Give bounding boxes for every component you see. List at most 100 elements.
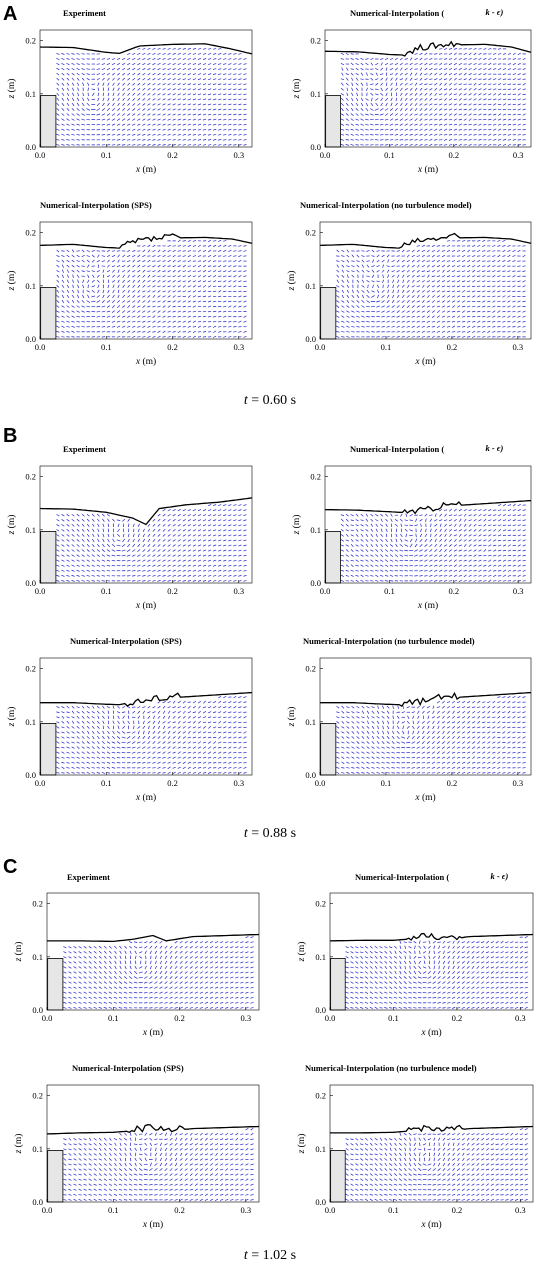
velocity-vector [443,58,448,60]
velocity-vector [425,528,427,533]
velocity-vector [218,316,222,318]
velocity-vector [466,295,471,298]
velocity-vector [182,756,186,759]
velocity-vector [243,514,247,517]
velocity-vector [223,524,227,527]
velocity-vector [56,736,60,739]
velocity-vector [385,523,388,527]
velocity-vector [96,756,101,759]
velocity-vector [172,580,176,582]
velocity-vector [187,250,191,252]
velocity-vector [56,529,60,532]
velocity-vector [458,544,462,547]
velocity-vector [389,58,394,60]
velocity-vector [370,580,374,582]
velocity-vector [177,736,181,739]
velocity-vector [147,280,151,283]
velocity-vector [366,710,370,714]
velocity-vector [143,730,145,735]
velocity-vector [177,250,181,252]
velocity-vector [473,78,477,81]
velocity-vector [152,730,156,734]
velocity-vector [106,68,111,71]
velocity-vector [228,128,232,131]
velocity-vector [197,93,202,96]
velocity-vector [101,326,106,328]
velocity-vector [497,509,502,511]
velocity-vector [172,249,176,253]
velocity-vector [122,725,126,729]
velocity-vector [86,113,91,116]
velocity-vector [167,144,171,146]
velocity-vector [81,756,85,759]
velocity-vector [346,259,350,263]
velocity-vector [431,315,435,318]
velocity-vector [390,102,393,107]
velocity-vector [451,290,456,293]
velocity-vector [365,523,369,527]
velocity-vector [112,274,115,278]
velocity-vector [207,761,212,764]
velocity-vector [384,564,389,567]
velocity-vector [182,529,186,532]
velocity-vector [61,87,65,91]
velocity-vector [419,559,423,562]
velocity-vector [121,139,126,141]
velocity-vector [512,315,516,318]
velocity-vector [507,504,512,506]
velocity-vector [380,518,383,522]
velocity-vector [522,265,526,267]
velocity-vector [86,544,90,547]
velocity-vector [453,508,457,512]
velocity-vector [336,305,340,308]
velocity-vector [483,529,487,532]
velocity-vector [448,48,453,50]
velocity-vector [367,284,369,289]
velocity-vector [497,544,502,547]
velocity-vector [142,260,146,263]
velocity-vector [419,549,423,552]
velocity-vector [370,88,374,91]
velocity-vector [512,290,516,293]
velocity-vector [473,58,477,60]
velocity-vector [448,134,453,136]
velocity-vector [463,549,467,552]
velocity-vector [341,249,345,253]
velocity-vector [76,77,80,81]
velocity-vector [87,82,90,86]
velocity-vector [370,108,374,111]
velocity-vector [56,336,60,338]
velocity-vector [453,113,457,116]
velocity-vector [411,249,415,253]
velocity-vector [421,259,425,263]
velocity-vector [96,705,100,709]
velocity-vector [371,756,375,759]
velocity-vector [345,52,349,56]
velocity-vector [434,53,438,55]
velocity-vector [502,113,507,116]
velocity-vector [391,299,395,304]
velocity-vector [453,88,458,91]
velocity-vector [157,523,161,527]
velocity-vector [446,330,451,333]
velocity-vector [66,771,70,774]
velocity-vector [71,518,75,522]
velocity-vector [361,259,365,263]
velocity-vector [202,761,207,764]
velocity-vector [197,574,202,577]
velocity-vector [238,716,242,719]
velocity-vector [87,87,89,92]
velocity-vector [147,113,151,116]
x-axis-unit: (m) [140,600,156,611]
axes-frame [39,657,253,776]
velocity-vector [453,108,458,111]
velocity-vector [91,575,95,577]
velocity-vector [187,108,191,111]
velocity-vector [177,275,181,278]
velocity-vector [356,326,360,328]
velocity-vector [512,320,516,323]
velocity-vector [233,766,237,769]
velocity-vector [381,715,385,719]
velocity-vector [371,259,375,263]
velocity-vector [429,544,433,547]
